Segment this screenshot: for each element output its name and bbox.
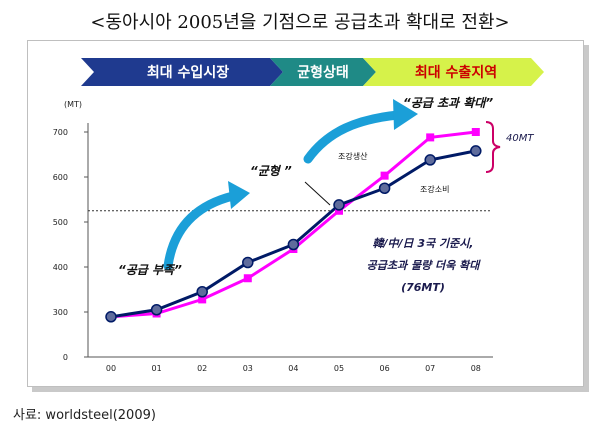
consumption-point bbox=[243, 274, 252, 283]
x-tick-label: 05 bbox=[334, 364, 344, 373]
consumption-point bbox=[426, 133, 435, 142]
banner-segment-3 bbox=[363, 58, 544, 86]
production-point bbox=[378, 182, 391, 194]
label-supply-shortage: “공급 부족” bbox=[118, 263, 182, 277]
trend-arrow-2 bbox=[303, 110, 403, 164]
banner-segment-1 bbox=[81, 58, 283, 86]
label-balance: “균형 ” bbox=[250, 164, 292, 178]
banner-label-1: 최대 수입시장 bbox=[147, 64, 229, 81]
y-tick-label: 400 bbox=[53, 263, 68, 272]
banner-label-3: 최대 수출지역 bbox=[415, 64, 497, 81]
production-point bbox=[196, 286, 208, 298]
x-tick-label: 06 bbox=[380, 364, 390, 373]
consumption-point bbox=[471, 128, 480, 136]
production-point bbox=[287, 238, 300, 251]
page-title: <동아시아 2005년을 기점으로 공급초과 확대로 전환> bbox=[90, 12, 510, 33]
note-line-2: 공급초과 물량 더욱 확대 bbox=[367, 259, 482, 272]
x-tick-label: 07 bbox=[425, 364, 435, 373]
production-point bbox=[105, 311, 117, 323]
gap-brace bbox=[485, 121, 501, 173]
x-tick-label: 00 bbox=[106, 364, 116, 373]
y-tick-label: 300 bbox=[53, 308, 68, 317]
trend-arrow-1-head bbox=[228, 181, 250, 209]
trend-arrow-2-head bbox=[393, 99, 418, 130]
trend-arrow-1 bbox=[163, 191, 238, 271]
chart-svg: 최대 수입시장 균형상태 최대 수출지역 (MT) 03004005006007… bbox=[53, 58, 544, 373]
chart-frame: 최대 수입시장 균형상태 최대 수출지역 (MT) 0 300 400 500 600 7… bbox=[27, 40, 584, 387]
y-tick-label: 500 bbox=[53, 218, 68, 227]
legend-consumption: 조강소비 bbox=[420, 184, 449, 194]
consumption-point bbox=[380, 171, 389, 180]
note-line-3: (76MT) bbox=[401, 281, 445, 294]
source-note: 사료: worldsteel(2009) bbox=[13, 408, 156, 423]
y-tick-label: 600 bbox=[53, 173, 68, 182]
production-point bbox=[470, 145, 482, 157]
label-supply-excess: “공급 초과 확대” bbox=[403, 96, 493, 110]
banner-segment-2 bbox=[270, 58, 376, 86]
x-tick-label: 04 bbox=[288, 364, 298, 373]
production-point bbox=[333, 199, 345, 211]
note-line-1: 韓/中/日 3국 기준시, bbox=[372, 237, 473, 250]
production-point bbox=[424, 154, 436, 166]
gap-label: 40MT bbox=[506, 133, 534, 144]
y-tick-label: 0 bbox=[63, 353, 68, 362]
consumption-point bbox=[198, 295, 207, 304]
consumption-point bbox=[335, 206, 343, 215]
x-tick-label: 08 bbox=[471, 364, 481, 373]
balance-pointer bbox=[304, 181, 331, 206]
legend-production: 조강생산 bbox=[338, 151, 368, 161]
banner-label-2: 균형상태 bbox=[297, 64, 349, 81]
y-tick-label: 700 bbox=[53, 128, 68, 137]
y-unit-label: (MT) bbox=[64, 100, 82, 109]
x-tick-label: 03 bbox=[243, 364, 253, 373]
x-tick-label: 01 bbox=[152, 364, 162, 373]
x-tick-label: 02 bbox=[197, 364, 207, 373]
production-point bbox=[150, 304, 163, 316]
production-point bbox=[242, 256, 254, 269]
